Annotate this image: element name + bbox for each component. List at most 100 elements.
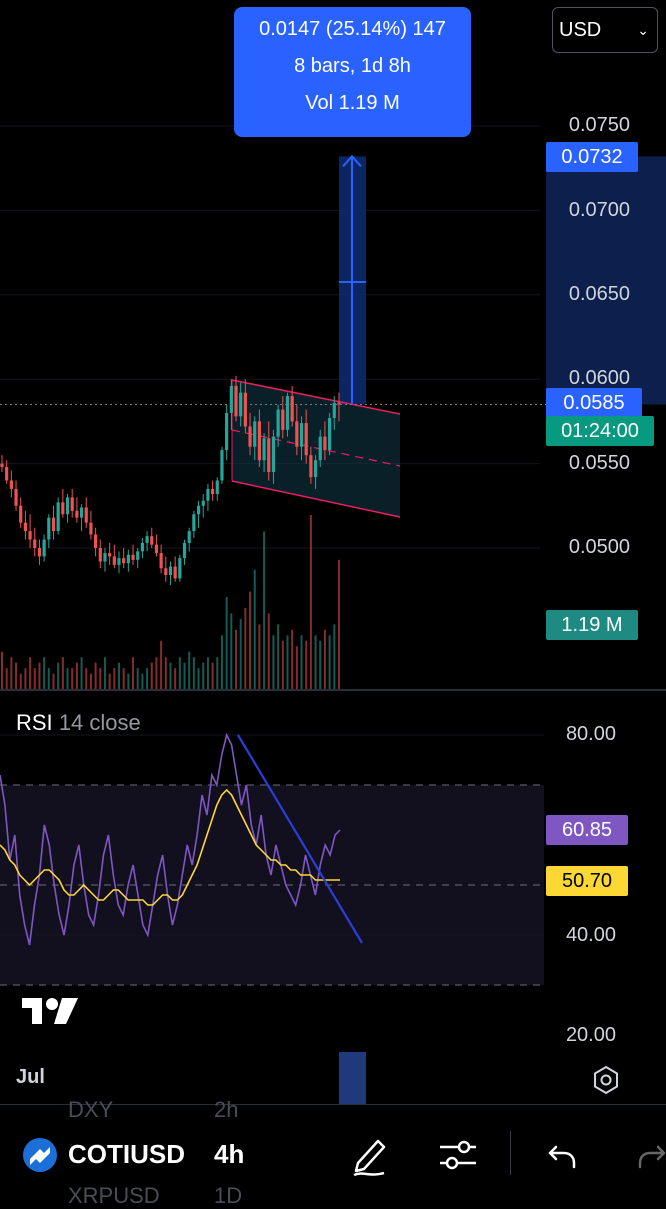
volume-bar: [309, 515, 312, 690]
pencil-draw-icon[interactable]: [350, 1133, 390, 1177]
chevron-down-icon: ⌄: [637, 22, 649, 38]
volume-bar: [160, 640, 163, 690]
volume-bar: [19, 673, 22, 690]
volume-bar: [272, 635, 275, 690]
channel-upper-line: [231, 379, 401, 415]
volume-bar: [122, 668, 125, 690]
price-axis-label: 0.0600: [568, 367, 630, 389]
volume-bars: [1, 515, 340, 690]
volume-bar: [244, 607, 247, 690]
candle-body: [234, 385, 238, 417]
volume-bar: [323, 629, 326, 690]
rsi-axis-label: 20.00: [565, 1024, 616, 1046]
candle-body: [332, 402, 336, 419]
volume-bar: [99, 668, 102, 690]
volume-bar: [328, 635, 331, 690]
volume-bar: [146, 668, 149, 690]
volume-bar: [258, 624, 261, 690]
candle-body: [145, 536, 149, 543]
candle-body: [75, 510, 79, 518]
volume-bar: [169, 662, 172, 690]
candle-body: [206, 488, 210, 501]
currency-select[interactable]: USD ⌄: [552, 7, 658, 53]
volume-bar: [333, 624, 336, 690]
volume-bar: [235, 629, 237, 690]
rsi-line: [0, 732, 341, 946]
candle-body: [5, 466, 9, 481]
candle-body: [94, 534, 98, 548]
candle-body: [337, 402, 341, 405]
candle-body: [23, 522, 27, 532]
candle-body: [196, 505, 201, 515]
rsi-legend[interactable]: RSI 14 close: [16, 710, 141, 736]
volume-bar: [89, 673, 92, 690]
candle-body: [271, 436, 276, 473]
volume-bar: [216, 657, 219, 690]
price-axis-label: 0.0650: [568, 283, 630, 305]
volume-bar: [211, 662, 214, 690]
volume-bar: [108, 673, 111, 690]
descending-channel-drawing[interactable]: [231, 379, 401, 518]
volume-bar: [253, 569, 256, 690]
target-price-tag: 0.0732: [546, 142, 638, 172]
candle-body: [328, 418, 332, 451]
candle-body: [229, 385, 233, 413]
candle-body: [173, 566, 177, 579]
candle-body: [103, 553, 107, 562]
settings-gear-icon[interactable]: [590, 1064, 622, 1096]
candle-body: [276, 409, 280, 437]
candle-body: [47, 517, 51, 540]
volume-bar: [164, 657, 167, 690]
bottom-toolbar: DXY 2h XRPUSD 1D COTIUSD 4h: [0, 1097, 666, 1208]
bar-countdown-tag: 01:24:00: [546, 416, 654, 446]
candle-body: [117, 558, 121, 565]
volume-bar: [295, 646, 298, 690]
candle-body: [285, 396, 290, 430]
candle-body: [42, 539, 46, 557]
interval-button[interactable]: 4h: [214, 1139, 245, 1169]
candle-body: [253, 421, 257, 447]
rsi-ma-value-tag: 50.70: [546, 866, 628, 896]
undo-icon[interactable]: [546, 1139, 578, 1171]
candle-body: [248, 426, 252, 447]
volume-bar: [80, 657, 83, 690]
price-axis-label: 0.0500: [568, 536, 630, 558]
volume-bar: [132, 657, 135, 690]
redo-icon[interactable]: [636, 1139, 666, 1171]
candle-body: [178, 558, 182, 579]
candle-body: [211, 488, 215, 494]
rsi-value-tag: 60.85: [546, 815, 628, 845]
candle-body: [164, 568, 168, 576]
volume-bar: [314, 635, 317, 690]
volume-bar: [1, 651, 3, 690]
tradingview-logo[interactable]: [20, 996, 80, 1028]
tooltip-change: 0.0147 (25.14%) 147: [259, 18, 446, 40]
candle-body: [309, 455, 313, 478]
volume-bar: [300, 635, 303, 690]
volume-bar: [61, 657, 64, 690]
candle-body: [159, 553, 163, 569]
toolbar-divider: [510, 1131, 511, 1175]
volume-bar: [286, 635, 289, 690]
volume-bar: [127, 673, 130, 690]
candle-body: [313, 460, 318, 478]
volume-bar: [85, 668, 88, 690]
indicators-sliders-icon[interactable]: [438, 1135, 478, 1175]
candle-body: [37, 548, 42, 557]
chart-canvas[interactable]: [0, 0, 666, 1104]
volume-bar: [38, 662, 41, 690]
currency-select-value: USD: [559, 19, 602, 41]
volume-bar: [239, 618, 242, 690]
symbol-button[interactable]: COTIUSD: [22, 1135, 186, 1175]
candle-body: [33, 539, 37, 548]
volume-bar: [47, 668, 50, 690]
volume-bar: [267, 613, 270, 690]
rsi-pane: [0, 732, 544, 986]
candle-body: [262, 438, 266, 461]
tooltip-bars: 8 bars, 1d 8h: [294, 55, 411, 77]
volume-bar: [263, 531, 266, 690]
candle-body: [215, 480, 219, 494]
candle-body: [89, 522, 93, 535]
volume-bar: [118, 662, 120, 690]
volume-bar: [15, 662, 18, 690]
